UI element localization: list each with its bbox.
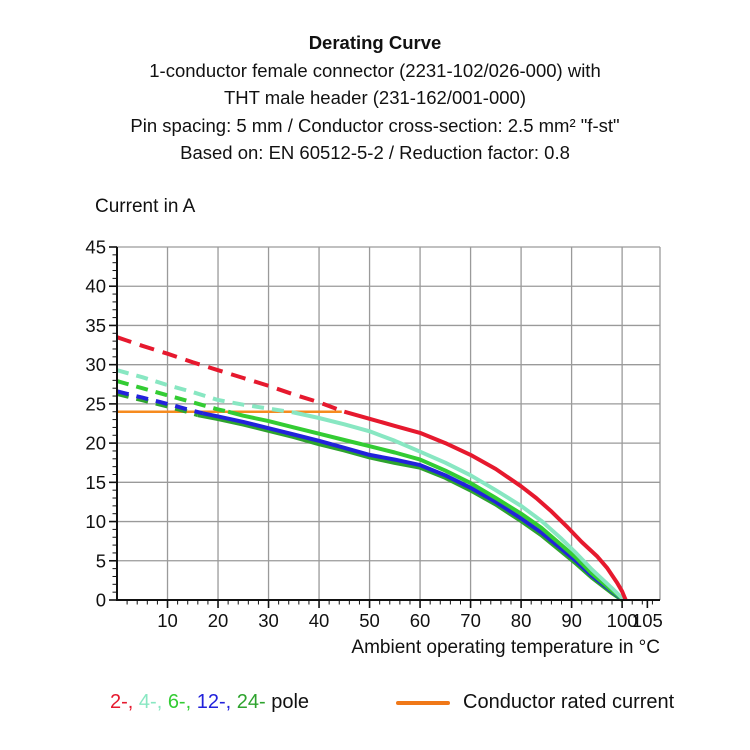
svg-text:100: 100 xyxy=(607,610,638,631)
pole-legend: 2-, 4-, 6-, 12-, 24- pole xyxy=(110,691,309,714)
pole-legend-item-4: 4-, xyxy=(138,691,163,713)
pole-legend-item-24: 24- xyxy=(236,691,266,713)
svg-text:30: 30 xyxy=(85,354,106,375)
subtitle-line-4: Based on: EN 60512-5-2 / Reduction facto… xyxy=(180,142,570,163)
pole-legend-item-6: 6-, xyxy=(167,691,192,713)
rated-current-label: Conductor rated current xyxy=(463,691,675,713)
subtitle-line-1: 1-conductor female connector (2231-102/0… xyxy=(149,59,601,81)
svg-text:20: 20 xyxy=(85,433,106,454)
svg-text:35: 35 xyxy=(85,315,106,336)
svg-text:60: 60 xyxy=(410,610,431,631)
svg-text:25: 25 xyxy=(85,393,106,414)
subtitle-line-2: THT male header (231-162/001-000) xyxy=(224,87,526,108)
svg-text:50: 50 xyxy=(359,610,380,631)
svg-text:10: 10 xyxy=(85,511,106,532)
svg-text:30: 30 xyxy=(258,610,279,631)
pole-legend-suffix: pole xyxy=(271,691,310,713)
pole-legend-item-2: 2-, xyxy=(110,691,134,713)
chart-area: 10 20 30 40 50 60 70 80 90 100 105 0 5 10 15 20 25 30 35 40… xyxy=(0,230,750,650)
svg-text:15: 15 xyxy=(85,472,106,493)
svg-text:40: 40 xyxy=(309,610,330,631)
svg-text:40: 40 xyxy=(85,276,106,297)
svg-text:0: 0 xyxy=(96,590,106,611)
rated-current-line-swatch xyxy=(396,700,450,705)
rated-current-legend: Conductor rated current xyxy=(396,691,674,714)
svg-text:10: 10 xyxy=(157,610,178,631)
svg-text:5: 5 xyxy=(96,550,106,571)
svg-text:20: 20 xyxy=(208,610,229,631)
svg-text:105: 105 xyxy=(632,610,663,631)
svg-text:70: 70 xyxy=(460,610,481,631)
y-axis-title: Current in A xyxy=(95,196,196,217)
pole-legend-item-12: 12-, xyxy=(196,691,232,713)
x-axis-title: Ambient operating temperature in °C xyxy=(351,637,660,658)
subtitle-line-3: Pin spacing: 5 mm / Conductor cross-sect… xyxy=(130,114,620,136)
title-block: Derating Curve 1-conductor female connec… xyxy=(0,29,750,167)
svg-text:45: 45 xyxy=(85,237,106,258)
svg-text:80: 80 xyxy=(511,610,532,631)
svg-text:90: 90 xyxy=(561,610,582,631)
chart-title: Derating Curve xyxy=(308,32,442,53)
